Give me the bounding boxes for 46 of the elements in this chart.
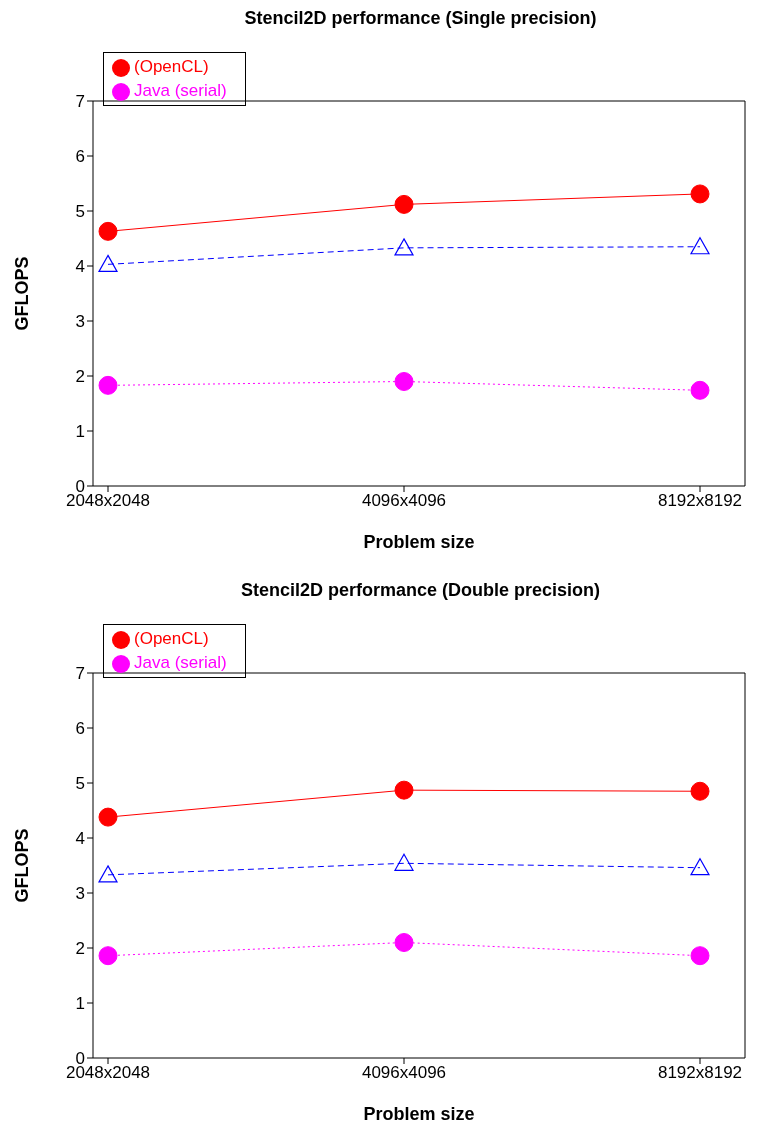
point <box>98 375 118 395</box>
y-tick-label: 1 <box>75 994 85 1014</box>
y-tick-label: 2 <box>75 939 85 959</box>
y-axis-title: GFLOPS <box>12 828 33 903</box>
x-tick-label: 8192x8192 <box>657 1063 743 1083</box>
point <box>98 946 118 966</box>
x-tick-label: 4096x4096 <box>361 491 447 511</box>
x-tick-label: 4096x4096 <box>361 1063 447 1083</box>
y-tick-label: 2 <box>75 367 85 387</box>
y-tick-label: 7 <box>75 664 85 684</box>
y-tick-label: 3 <box>75 312 85 332</box>
x-axis-title: Problem size <box>363 532 475 552</box>
chart-title: Stencil2D performance (Double precision) <box>239 580 602 602</box>
x-tick-label: 8192x8192 <box>657 491 743 511</box>
y-tick-label: 4 <box>75 829 85 849</box>
x-axis-title: Problem size <box>363 1104 475 1124</box>
y-tick-label: 5 <box>75 774 85 794</box>
chart-title: Stencil2D performance (Single precision) <box>243 8 598 30</box>
point <box>394 780 414 800</box>
y-tick-label: 5 <box>75 202 85 222</box>
y-tick-label: 3 <box>75 884 85 904</box>
legend-label: (OpenCL) <box>134 57 209 76</box>
point <box>98 807 118 827</box>
point <box>690 858 710 876</box>
point <box>690 237 710 255</box>
point <box>690 184 710 204</box>
y-tick-label: 6 <box>75 147 85 167</box>
legend-label: Java (serial) <box>134 81 227 100</box>
y-tick-label: 4 <box>75 257 85 277</box>
point <box>394 853 414 871</box>
y-tick-label: 7 <box>75 92 85 112</box>
point <box>394 933 414 952</box>
point <box>98 221 118 241</box>
point <box>690 380 710 400</box>
y-tick-label: 1 <box>75 422 85 442</box>
y-axis-title: GFLOPS <box>12 256 33 331</box>
point <box>394 194 414 214</box>
point <box>394 238 414 256</box>
legend-label: (OpenCL) <box>134 629 209 648</box>
point <box>690 781 710 801</box>
point <box>690 946 710 966</box>
point <box>98 865 118 883</box>
point <box>394 372 414 391</box>
legend-label: Java (serial) <box>134 653 227 672</box>
y-tick-label: 6 <box>75 719 85 739</box>
point <box>98 254 118 272</box>
